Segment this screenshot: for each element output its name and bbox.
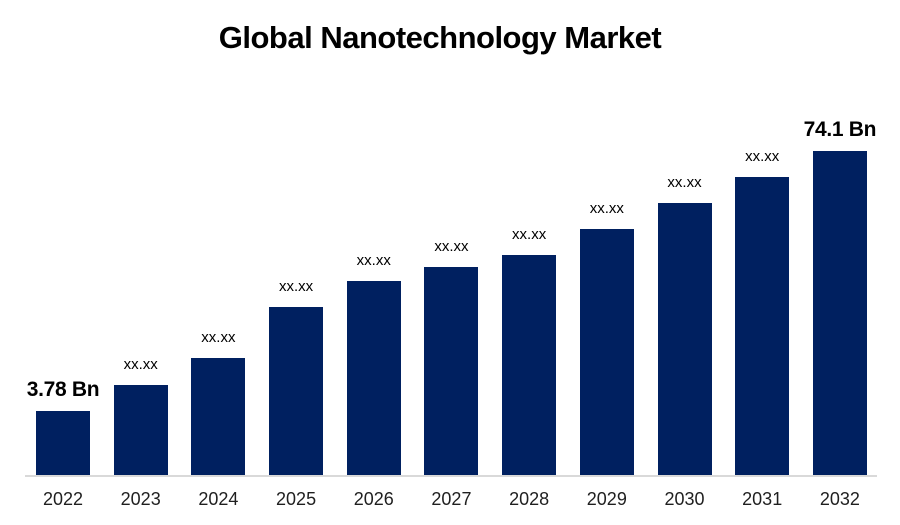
bar-group-2023: xx.xx (113, 356, 168, 475)
bar-value-label-2025: xx.xx (278, 278, 314, 295)
x-axis-line (25, 475, 877, 477)
bar-group-2030: xx.xx (657, 174, 712, 475)
bar-value-label-2027: xx.xx (434, 238, 469, 255)
bar-group-2031: xx.xx (735, 148, 790, 475)
x-axis-labels: 2022 2023 2024 2025 2026 2027 2028 2029 2030 2031… (36, 489, 867, 510)
bar-group-2025: xx.xx (269, 278, 324, 475)
bar-group-2026: xx.xx (346, 252, 401, 475)
bar-group-2027: xx.xx (424, 238, 479, 475)
bar-value-label-2029: xx.xx (589, 200, 624, 217)
x-tick-label-2025: 2025 (276, 489, 317, 509)
bar-2025 (269, 307, 324, 475)
x-tick-label-2028: 2028 (509, 489, 550, 509)
bar-2023 (113, 385, 168, 475)
x-tick-label-2023: 2023 (120, 489, 161, 509)
bar-value-label-2030: xx.xx (667, 174, 702, 191)
bar-2031 (735, 177, 790, 475)
bar-group-2022: 3.78 Bn (27, 378, 100, 475)
bar-2026 (346, 281, 401, 475)
bar-value-label-2024: xx.xx (201, 329, 236, 346)
bar-value-label-2032: 74.1 Bn (803, 118, 877, 141)
bar-2030 (657, 203, 712, 475)
x-tick-label-2026: 2026 (353, 489, 394, 509)
bar-value-label-2023: xx.xx (123, 356, 158, 373)
x-tick-label-2032: 2032 (819, 489, 860, 509)
bar-group-2024: xx.xx (191, 329, 246, 475)
x-tick-label-2030: 2030 (664, 489, 705, 509)
bar-2024 (191, 358, 246, 475)
bar-group-2032: 74.1 Bn (804, 118, 876, 475)
bar-value-label-2028: xx.xx (512, 226, 547, 243)
bar-2022 (36, 411, 90, 475)
bar-value-label-2026: xx.xx (356, 252, 391, 269)
bar-value-label-2031: xx.xx (745, 148, 780, 165)
x-tick-label-2022: 2022 (42, 489, 84, 509)
x-tick-label-2029: 2029 (586, 489, 627, 509)
bar-2032 (812, 151, 867, 475)
x-tick-label-2031: 2031 (742, 489, 783, 509)
bar-group-2028: xx.xx (502, 226, 557, 475)
bars-container: 3.78 Bn xx.xx xx.xx xx.xx xx.xx xx.xx xx.xx xx.… (27, 118, 876, 475)
bar-value-label-2022: 3.78 Bn (26, 378, 100, 401)
bar-2028 (502, 255, 557, 475)
bar-group-2029: xx.xx (579, 200, 634, 475)
bar-2027 (424, 267, 479, 475)
x-tick-label-2027: 2027 (431, 489, 472, 509)
bar-2029 (579, 229, 634, 475)
chart-title: Global Nanotechnology Market (218, 20, 662, 55)
x-tick-label-2024: 2024 (198, 489, 239, 509)
